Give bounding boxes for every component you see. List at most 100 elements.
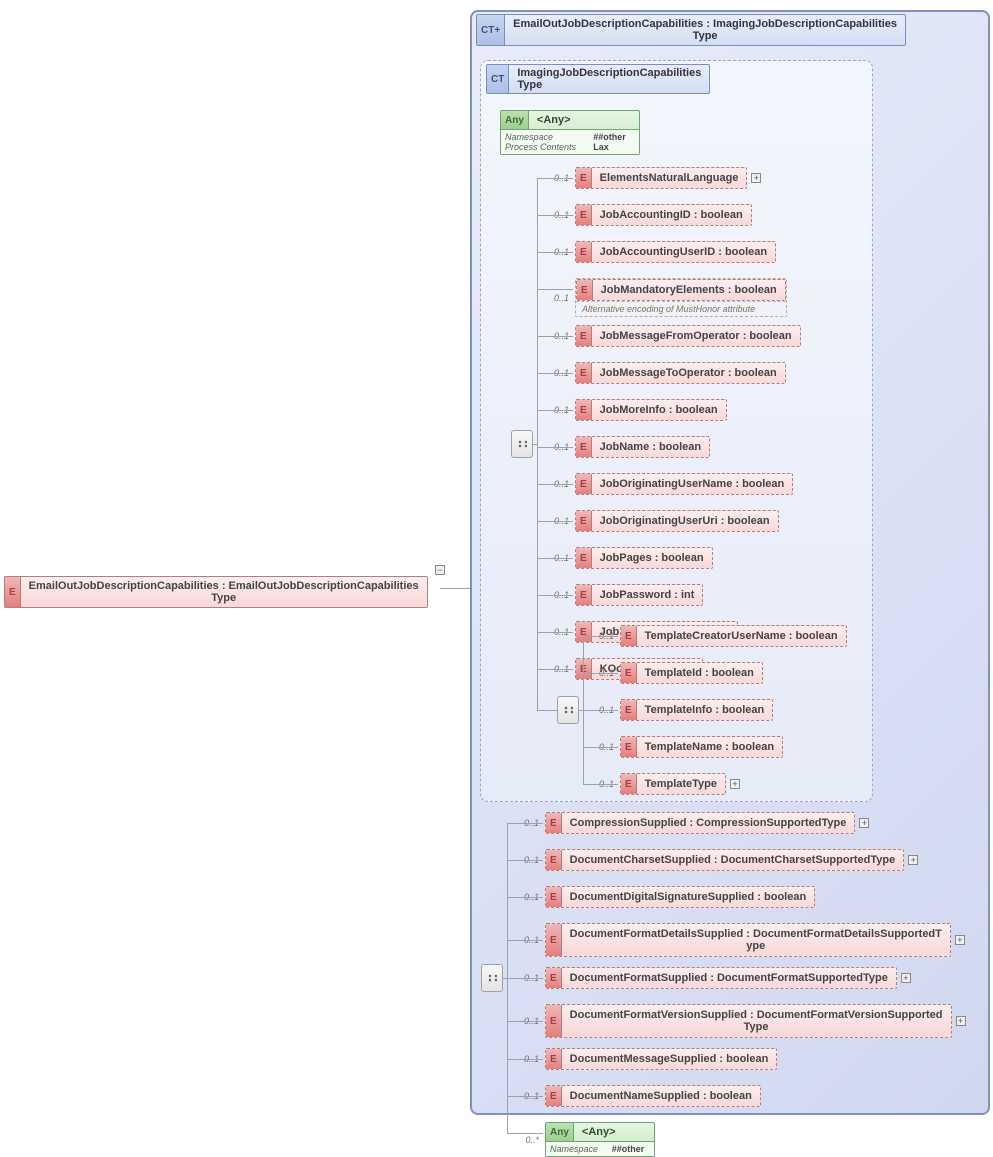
element-label: DocumentNameSupplied : boolean	[562, 1086, 760, 1106]
element-label: JobMessageFromOperator : boolean	[592, 326, 800, 346]
root-label: EmailOutJobDescriptionCapabilities : Ema…	[21, 577, 427, 607]
sequence-indicator	[511, 430, 533, 458]
root-element: E EmailOutJobDescriptionCapabilities : E…	[4, 576, 445, 608]
expand-icon[interactable]: +	[901, 973, 911, 983]
ct-box[interactable]: CT+ EmailOutJobDescriptionCapabilities :…	[476, 14, 906, 46]
element-tag: E	[576, 326, 592, 346]
element-label: ElementsNaturalLanguage	[592, 168, 747, 188]
element-label: DocumentFormatSupplied : DocumentFormatS…	[562, 968, 896, 988]
element-tag: E	[576, 585, 592, 605]
element-label: JobMoreInfo : boolean	[592, 400, 726, 420]
list-item: 0..1ECompressionSupplied : CompressionSu…	[513, 812, 869, 834]
list-item: 0..1EJobAccountingID : boolean	[543, 204, 752, 226]
connector	[537, 558, 573, 559]
connector	[507, 823, 543, 824]
connector	[507, 1059, 543, 1060]
connector	[533, 444, 537, 445]
element-box[interactable]: E EmailOutJobDescriptionCapabilities : E…	[4, 576, 428, 608]
list-item: 0..1EDocumentFormatSupplied : DocumentFo…	[513, 967, 911, 989]
any-tag: Any	[501, 111, 529, 129]
connector	[537, 447, 573, 448]
list-item: 0..1EDocumentFormatDetailsSupplied : Doc…	[513, 923, 965, 957]
connector	[537, 632, 573, 633]
element-tag: E	[577, 280, 593, 300]
collapse-icon[interactable]: −	[435, 565, 445, 575]
attr-value: ##other	[593, 132, 635, 142]
occurrence-label: 0..1	[543, 293, 569, 303]
list-item: 0..1ETemplateCreatorUserName : boolean	[588, 625, 847, 647]
element-label: JobOriginatingUserUri : boolean	[592, 511, 778, 531]
list-item: 0..1EDocumentFormatVersionSupplied : Doc…	[513, 1004, 966, 1038]
element-tag: E	[546, 813, 562, 833]
element-tag: E	[576, 548, 592, 568]
element-tag: E	[576, 205, 592, 225]
list-item: 0..1EElementsNaturalLanguage+	[543, 167, 761, 189]
expand-icon[interactable]: +	[859, 818, 869, 828]
sequence-indicator	[481, 964, 503, 992]
connector	[537, 336, 573, 337]
element-tag: E	[546, 1049, 562, 1069]
expand-icon[interactable]: +	[751, 173, 761, 183]
element-label: JobAccountingUserID : boolean	[592, 242, 775, 262]
ct-label: EmailOutJobDescriptionCapabilities : Ima…	[505, 15, 905, 45]
connector	[537, 521, 573, 522]
expand-icon[interactable]: +	[908, 855, 918, 865]
element-tag: E	[576, 474, 592, 494]
list-item: 0..1EJobMessageFromOperator : boolean	[543, 325, 801, 347]
ct-label: ImagingJobDescriptionCapabilities Type	[509, 65, 709, 93]
element-label: JobPassword : int	[592, 585, 703, 605]
any-label: <Any>	[529, 111, 579, 129]
element-label: DocumentFormatDetailsSupplied : Document…	[562, 924, 950, 956]
element-label: CompressionSupplied : CompressionSupport…	[562, 813, 855, 833]
list-item: 0..1EJobAccountingUserID : boolean	[543, 241, 776, 263]
element-label: TemplateCreatorUserName : boolean	[637, 626, 846, 646]
connector	[583, 784, 618, 785]
any-label: <Any>	[574, 1123, 624, 1141]
element-tag: E	[5, 577, 21, 607]
expand-icon[interactable]: +	[956, 1016, 966, 1026]
element-tag: E	[621, 774, 637, 794]
connector	[537, 215, 573, 216]
list-item: 0..1EJobOriginatingUserUri : boolean	[543, 510, 779, 532]
element-label: JobOriginatingUserName : boolean	[592, 474, 793, 494]
element-label: JobMandatoryElements : boolean	[593, 280, 785, 300]
element-tag: E	[621, 700, 637, 720]
attr-value: Lax	[593, 142, 635, 152]
any-tag: Any	[546, 1123, 574, 1141]
expand-icon[interactable]: +	[730, 779, 740, 789]
connector	[583, 710, 618, 711]
connector	[537, 178, 538, 710]
connector	[440, 588, 470, 589]
element-label: TemplateId : boolean	[637, 663, 762, 683]
list-item: 0..1EJobMessageToOperator : boolean	[543, 362, 786, 384]
connector	[537, 710, 557, 711]
list-item: 0..1EDocumentDigitalSignatureSupplied : …	[513, 886, 815, 908]
outer-ct-title: CT+ EmailOutJobDescriptionCapabilities :…	[476, 14, 906, 46]
element-label: DocumentDigitalSignatureSupplied : boole…	[562, 887, 815, 907]
element-tag: E	[621, 626, 637, 646]
expand-icon[interactable]: +	[955, 935, 965, 945]
element-tag: E	[576, 437, 592, 457]
element-tag: E	[621, 737, 637, 757]
list-item: 0..*Any<Any>Namespace##other	[513, 1122, 655, 1157]
connector	[537, 252, 573, 253]
connector	[583, 636, 618, 637]
element-tag: E	[576, 363, 592, 383]
occurrence-label: 0..*	[513, 1135, 539, 1145]
element-label: DocumentCharsetSupplied : DocumentCharse…	[562, 850, 904, 870]
element-tag: E	[576, 242, 592, 262]
element-label: TemplateName : boolean	[637, 737, 782, 757]
element-label: DocumentFormatVersionSupplied : Document…	[562, 1005, 951, 1037]
connector	[507, 978, 543, 979]
ct-box[interactable]: CT ImagingJobDescriptionCapabilities Typ…	[486, 64, 710, 94]
list-item: 0..1EJobMandatoryElements : booleanAlter…	[543, 278, 787, 317]
connector	[537, 289, 573, 290]
element-label: JobMessageToOperator : boolean	[592, 363, 785, 383]
any-attrs: Namespace##otherProcess ContentsLax	[501, 129, 639, 154]
element-tag: E	[546, 924, 562, 956]
element-tag: E	[546, 968, 562, 988]
connector	[507, 1021, 543, 1022]
connector	[537, 669, 573, 670]
element-tag: E	[576, 168, 592, 188]
list-item: 0..1EDocumentCharsetSupplied : DocumentC…	[513, 849, 918, 871]
